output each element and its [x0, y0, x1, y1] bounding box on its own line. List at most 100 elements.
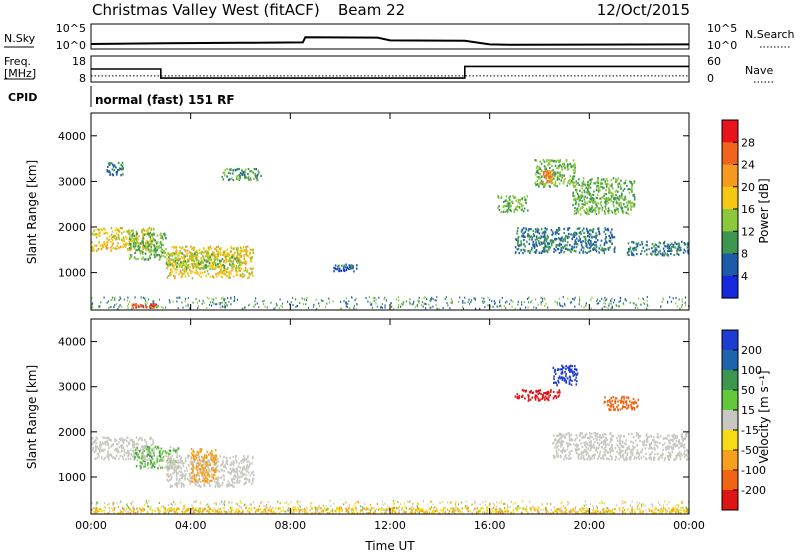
- power-cell: [598, 212, 600, 215]
- power-cell: [620, 204, 623, 207]
- power-cell: [555, 238, 558, 241]
- power-cell: [239, 259, 242, 262]
- power-cell: [608, 240, 611, 243]
- velocity-cell: [609, 401, 611, 404]
- power-cell: [633, 302, 635, 305]
- power-cell: [631, 201, 634, 204]
- power-cell: [176, 296, 178, 299]
- power-cell: [238, 178, 241, 182]
- power-cell: [572, 233, 574, 237]
- velocity-cell: [610, 396, 612, 400]
- power-cell: [129, 256, 132, 259]
- velocity-cell: [169, 460, 172, 463]
- velocity-cell: [644, 447, 647, 450]
- power-cell: [613, 211, 616, 215]
- power-cell: [648, 248, 650, 251]
- velocity-cell: [194, 458, 196, 461]
- power-cell: [112, 163, 114, 166]
- power-cell: [118, 167, 121, 170]
- power-panel-bg: [91, 113, 689, 310]
- power-cell: [599, 202, 602, 205]
- power-cell: [421, 303, 423, 306]
- power-cell: [588, 235, 591, 238]
- power-cell: [555, 229, 558, 232]
- velocity-cell: [186, 469, 189, 472]
- power-cell: [557, 229, 560, 232]
- velocity-cell: [127, 457, 130, 460]
- power-cell: [147, 232, 150, 236]
- velocity-cell: [109, 453, 112, 456]
- velocity-cell: [610, 403, 613, 406]
- power-cell: [351, 267, 353, 270]
- power-cell: [517, 227, 519, 230]
- power-cell: [549, 159, 552, 162]
- velocity-cell: [171, 465, 174, 468]
- power-cell: [636, 244, 639, 248]
- velocity-cell: [241, 468, 244, 471]
- velocity-cell: [576, 449, 578, 452]
- power-cell: [497, 305, 499, 308]
- velocity-cell: [624, 442, 627, 445]
- velocity-cell: [116, 447, 118, 450]
- velocity-cell: [603, 451, 606, 454]
- power-cell: [192, 267, 194, 270]
- velocity-cell: [248, 479, 250, 482]
- power-cell: [581, 229, 584, 232]
- power-cell: [251, 248, 253, 251]
- power-cell: [567, 181, 569, 184]
- velocity-cell: [543, 396, 545, 399]
- velocity-cell: [656, 453, 659, 456]
- velocity-cell: [593, 457, 595, 460]
- power-cell: [423, 302, 425, 305]
- velocity-cell: [127, 449, 130, 453]
- velocity-cell: [152, 441, 155, 444]
- power-cell: [171, 262, 173, 265]
- velocity-cell: [539, 389, 542, 392]
- velocity-cell: [146, 455, 148, 458]
- power-cell: [613, 236, 616, 239]
- power-cell: [220, 247, 222, 250]
- power-cell: [216, 255, 218, 258]
- velocity-cell: [577, 444, 579, 447]
- power-cell: [141, 230, 143, 234]
- velocity-cell: [678, 451, 681, 454]
- power-cell: [536, 175, 539, 179]
- velocity-cell: [125, 451, 128, 455]
- velocity-cell: [128, 441, 130, 444]
- velocity-cell: [156, 457, 158, 460]
- velocity-cell: [607, 457, 610, 460]
- velocity-cell: [625, 402, 628, 405]
- power-cell: [587, 230, 590, 233]
- velocity-cell: [616, 451, 618, 454]
- power-cell: [353, 305, 355, 307]
- velocity-cell: [204, 479, 206, 482]
- power-cell: [527, 235, 529, 238]
- noise-sky-line: [90, 36, 690, 46]
- velocity-cell: [603, 447, 605, 450]
- power-cell: [545, 240, 548, 243]
- power-cell: [635, 249, 637, 252]
- power-cell: [346, 305, 348, 308]
- power-cell: [218, 250, 220, 254]
- power-cell: [554, 180, 557, 183]
- power-cell: [585, 227, 588, 230]
- velocity-cell: [622, 453, 624, 456]
- power-cell: [605, 202, 607, 205]
- velocity-cell: [162, 459, 165, 462]
- power-cell: [435, 299, 437, 302]
- power-cell: [185, 269, 188, 272]
- velocity-cell: [582, 455, 585, 458]
- power-cell: [141, 229, 143, 232]
- power-cell: [586, 245, 588, 248]
- velocity-cell: [563, 379, 566, 382]
- velocity-cell: [104, 436, 106, 439]
- power-cell: [122, 239, 124, 242]
- power-cell: [545, 178, 548, 181]
- power-cell: [110, 162, 113, 165]
- velocity-cell: [143, 449, 146, 453]
- power-cell: [224, 169, 227, 172]
- power-cell: [637, 306, 639, 309]
- power-cell: [582, 181, 585, 184]
- velocity-cell: [568, 432, 570, 435]
- velocity-cell: [633, 457, 636, 460]
